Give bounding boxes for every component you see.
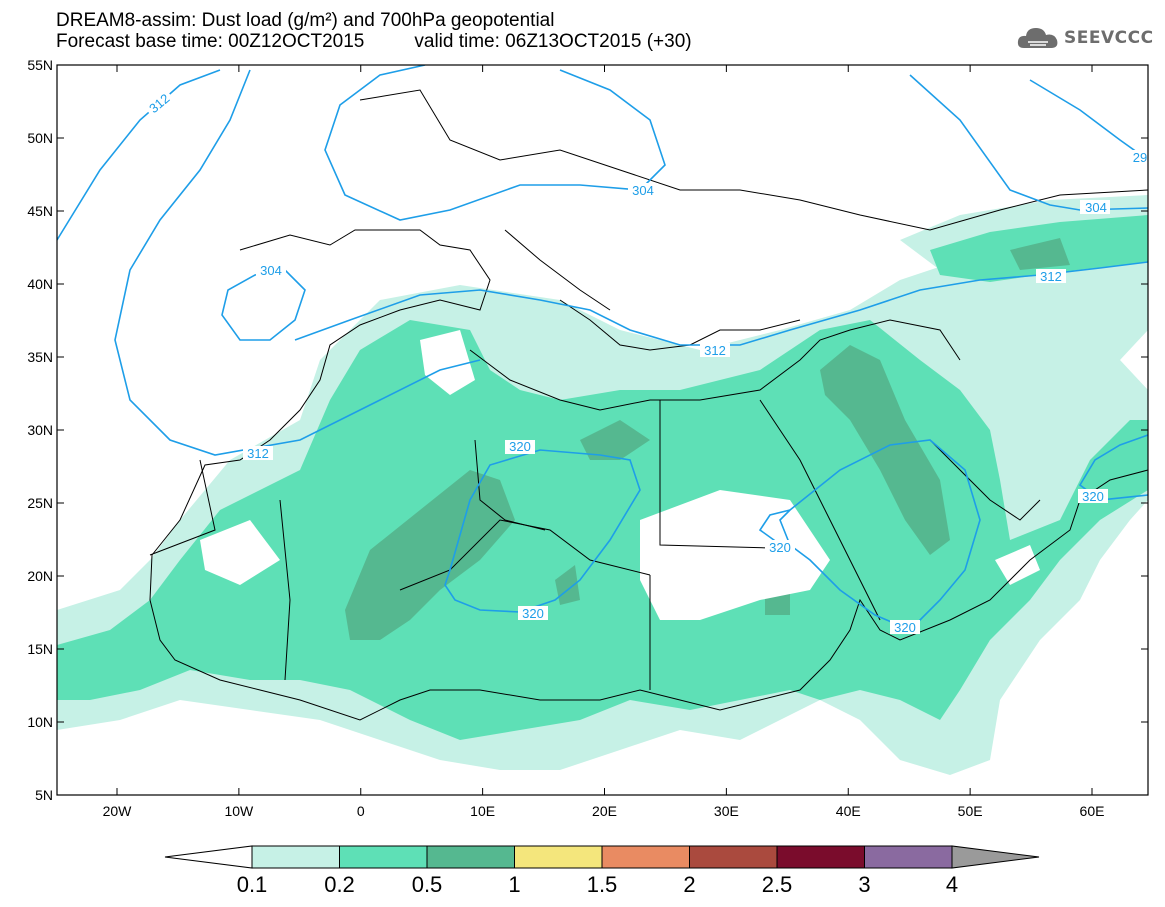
latitude-axis: 55N 50N 45N 40N 35N 30N 25N 20N 15N 10N 5N bbox=[27, 57, 1148, 803]
colorbar-label: 0.5 bbox=[412, 872, 443, 897]
colorbar-label: 1.5 bbox=[587, 872, 618, 897]
contour-label: 304 bbox=[1085, 200, 1107, 215]
dust-layer-0.5 bbox=[345, 238, 1070, 640]
lat-label: 30N bbox=[27, 422, 53, 438]
cloud-icon bbox=[1017, 28, 1058, 48]
lat-label: 35N bbox=[27, 349, 53, 365]
colorbar-label: 2.5 bbox=[762, 872, 793, 897]
colorbar-boxes bbox=[251, 845, 1040, 869]
contour-label: 304 bbox=[260, 263, 282, 278]
geopotential-contours bbox=[57, 65, 1148, 631]
lat-label: 40N bbox=[27, 276, 53, 292]
colorbar-label: 4 bbox=[946, 872, 958, 897]
lat-label: 10N bbox=[27, 714, 53, 730]
contour-labels: 312 304 304 304 312 312 312 320 320 320 … bbox=[143, 88, 1148, 635]
lat-label: 50N bbox=[27, 130, 53, 146]
lat-label: 15N bbox=[27, 641, 53, 657]
colorbar-labels: 0.1 0.2 0.5 1 1.5 2 2.5 3 4 bbox=[237, 872, 958, 897]
lat-label: 55N bbox=[27, 57, 53, 73]
colorbar-box bbox=[426, 845, 515, 869]
colorbar-box bbox=[601, 845, 690, 869]
colorbar-label: 2 bbox=[683, 872, 695, 897]
contour-label: 320 bbox=[1082, 489, 1104, 504]
lon-label: 40E bbox=[836, 803, 861, 819]
colorbar-box bbox=[251, 845, 340, 869]
colorbar-box bbox=[339, 845, 428, 869]
contour-label: 29 bbox=[1133, 150, 1147, 165]
lon-label: 10E bbox=[470, 803, 495, 819]
contour-label: 320 bbox=[894, 620, 916, 635]
colorbar-label: 0.2 bbox=[324, 872, 355, 897]
contour-label: 320 bbox=[509, 439, 531, 454]
colorbar-box bbox=[689, 845, 778, 869]
lon-label: 20E bbox=[592, 803, 617, 819]
logo-text: SEEVCCC bbox=[1064, 28, 1154, 48]
colorbar-above-triangle bbox=[951, 845, 1040, 869]
lat-label: 5N bbox=[35, 787, 53, 803]
lon-label: 10W bbox=[224, 803, 254, 819]
colorbar-below-triangle bbox=[164, 845, 253, 869]
lat-label: 20N bbox=[27, 568, 53, 584]
lon-label: 60E bbox=[1080, 803, 1105, 819]
map-header: DREAM8-assim: Dust load (g/m²) and 700hP… bbox=[56, 10, 692, 52]
lon-label: 30E bbox=[714, 803, 739, 819]
contour-label: 320 bbox=[769, 540, 791, 555]
seevccc-logo: SEEVCCC bbox=[1016, 24, 1154, 52]
colorbar-box bbox=[864, 845, 953, 869]
lat-label: 25N bbox=[27, 495, 53, 511]
lon-label: 0 bbox=[357, 803, 365, 819]
contour-label: 312 bbox=[704, 343, 726, 358]
forecast-base-time: Forecast base time: 00Z12OCT2015 bbox=[56, 31, 365, 52]
valid-time: valid time: 06Z13OCT2015 (+30) bbox=[414, 31, 692, 52]
longitude-axis: 20W 10W 0 10E 20E 30E 40E 50E 60E bbox=[103, 65, 1105, 819]
colorbar-label: 3 bbox=[858, 872, 870, 897]
colorbar-label: 0.1 bbox=[237, 872, 268, 897]
colorbar-box bbox=[776, 845, 865, 869]
dust-gaps bbox=[200, 330, 1040, 620]
colorbar: 0.1 0.2 0.5 1 1.5 2 2.5 3 4 bbox=[164, 845, 1040, 897]
colorbar-box bbox=[514, 845, 603, 869]
coastlines bbox=[149, 89, 1148, 721]
contour-label: 312 bbox=[1040, 269, 1062, 284]
contour-label: 320 bbox=[522, 606, 544, 621]
lon-label: 20W bbox=[103, 803, 133, 819]
lon-label: 50E bbox=[958, 803, 983, 819]
dust-field bbox=[57, 195, 1148, 775]
map-title: DREAM8-assim: Dust load (g/m²) and 700hP… bbox=[56, 10, 555, 31]
contour-label: 312 bbox=[247, 446, 269, 461]
colorbar-label: 1 bbox=[508, 872, 520, 897]
contour-label: 304 bbox=[632, 183, 654, 198]
lat-label: 45N bbox=[27, 203, 53, 219]
